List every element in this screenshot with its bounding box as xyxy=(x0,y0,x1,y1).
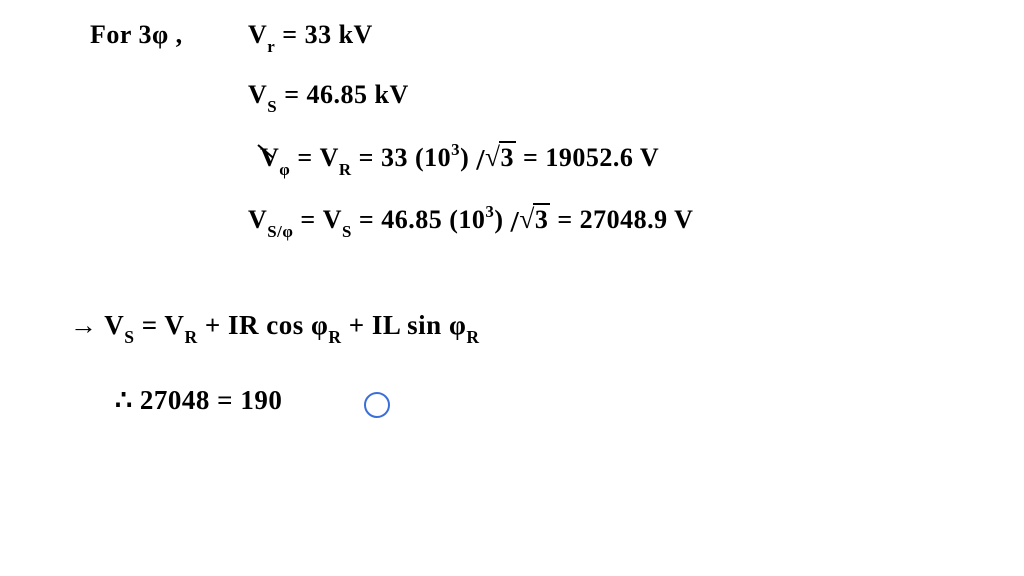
handwritten-page: { "colors": { "ink": "#000000", "backgro… xyxy=(0,0,1024,576)
eq-4685e3: = 46.85 (10 xyxy=(352,205,485,234)
eq-vs: = V xyxy=(293,205,342,234)
arrow-right: → xyxy=(70,310,98,340)
close-paren: ) xyxy=(460,143,476,172)
line-6-therefore: ∴ 27048 = 190 xyxy=(115,385,282,416)
line-3-vphi: Vφ = VR = 33 (103) /√3 = 19052.6 V xyxy=(260,140,659,177)
divide-slash: / xyxy=(476,144,485,178)
subscript-r: R xyxy=(184,327,197,347)
v-symbol: V xyxy=(260,143,279,172)
plus-ircos: + IR cos φ xyxy=(198,310,329,340)
line-1-for-3phi: For 3φ , xyxy=(90,20,183,50)
scribbled-digit: 0 xyxy=(268,385,282,415)
subscript-r: R xyxy=(466,327,479,347)
line-4-vsphi: VS/φ = VS = 46.85 (103) /√3 = 27048.9 V xyxy=(248,202,693,239)
line-2-vs: VS = 46.85 kV xyxy=(248,80,409,114)
radicand-3: 3 xyxy=(533,203,551,234)
eq-33kv: = 33 kV xyxy=(275,20,373,49)
v-struck: V xyxy=(260,143,279,173)
sqrt-3: √3 xyxy=(519,204,550,235)
eq-27048: = 27048.9 V xyxy=(550,205,693,234)
divide-slash: / xyxy=(511,206,520,240)
subscript-r: R xyxy=(339,160,352,179)
subscript-r: R xyxy=(328,327,341,347)
line-5-equation: → VS = VR + IR cos φR + IL sin φR xyxy=(70,310,479,345)
eq-vr: = V xyxy=(135,310,185,340)
eq-33e3: = 33 (10 xyxy=(352,143,451,172)
subscript-r: r xyxy=(267,37,275,56)
sqrt-3: √3 xyxy=(485,142,516,173)
v-symbol: V xyxy=(248,205,267,234)
v-symbol: V xyxy=(248,80,267,109)
pen-cursor-icon xyxy=(364,392,390,418)
v-symbol: V xyxy=(248,20,267,49)
radicand-3: 3 xyxy=(499,141,517,172)
line-1-vr: Vr = 33 kV xyxy=(248,20,373,54)
superscript-3: 3 xyxy=(485,202,494,221)
eq-19052: = 19052.6 V xyxy=(516,143,659,172)
eq-vr: = V xyxy=(290,143,339,172)
subscript-s: S xyxy=(124,327,134,347)
superscript-3: 3 xyxy=(451,140,460,159)
vs: V xyxy=(98,310,125,340)
subscript-s: S xyxy=(342,222,352,241)
eq-4685kv: = 46.85 kV xyxy=(277,80,409,109)
subscript-s: S xyxy=(267,97,277,116)
subscript-sphi: S/φ xyxy=(267,222,293,241)
plus-ilsin: + IL sin φ xyxy=(342,310,467,340)
close-paren: ) xyxy=(494,205,510,234)
subscript-phi: φ xyxy=(279,160,290,179)
therefore-27048: ∴ 27048 = 19 xyxy=(115,385,268,415)
